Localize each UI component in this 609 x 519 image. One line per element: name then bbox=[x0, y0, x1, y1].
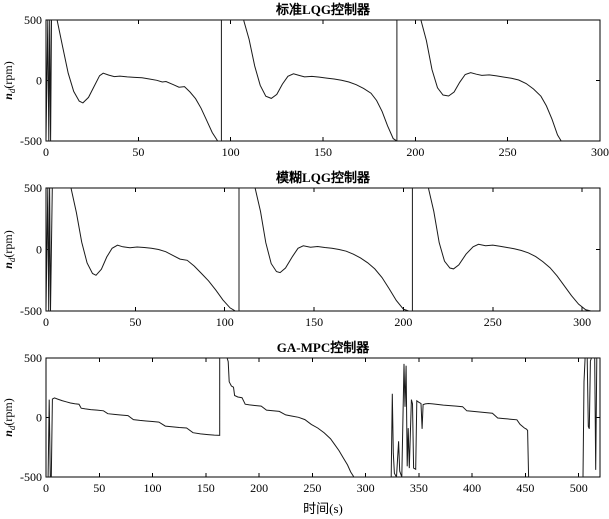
chart-title: 标准LQG控制器 bbox=[275, 2, 371, 17]
x-tick-label: 200 bbox=[394, 315, 412, 329]
y-tick-label: 500 bbox=[24, 351, 42, 365]
y-axis-label: nd(rpm) bbox=[1, 61, 17, 100]
chart-title: GA-MPC控制器 bbox=[277, 340, 370, 355]
x-tick-label: 100 bbox=[216, 315, 234, 329]
x-tick-label: 50 bbox=[132, 145, 144, 159]
y-tick-label: -500 bbox=[20, 470, 42, 484]
x-tick-label: 100 bbox=[144, 481, 162, 495]
y-axis-label: nd(rpm) bbox=[1, 230, 17, 269]
y-tick-label: 0 bbox=[36, 411, 42, 425]
chart-fuzzy-lqg-svg: 0 50 100 150 200 250 300-5000500模糊LQG控制器nd(rpm… bbox=[1, 170, 601, 329]
x-tick-label: 500 bbox=[570, 481, 588, 495]
y-axis-label: nd(rpm) bbox=[1, 398, 17, 437]
x-tick-label: 450 bbox=[516, 481, 534, 495]
x-tick-label: 150 bbox=[314, 145, 332, 159]
x-tick-label: 100 bbox=[222, 145, 240, 159]
x-tick-label: 200 bbox=[250, 481, 268, 495]
x-tick-label: 300 bbox=[591, 145, 609, 159]
series-line bbox=[46, 358, 600, 477]
x-axis-label: 时间(s) bbox=[303, 501, 343, 516]
y-tick-label: -500 bbox=[20, 134, 42, 148]
x-tick-label: 400 bbox=[463, 481, 481, 495]
chart-fuzzy-lqg: 0 50 100 150 200 250 300 -500 0 500 模糊LQG控制器 nd(rpm… bbox=[0, 168, 609, 338]
x-tick-label: 250 bbox=[499, 145, 517, 159]
x-tick-label: 0 bbox=[43, 315, 49, 329]
x-tick-label: 300 bbox=[357, 481, 375, 495]
x-tick-label: 50 bbox=[129, 315, 141, 329]
chart-standard-lqg-svg: 0 50 100 150 200 250 300-5000500标准LQG控制器nd(rpm… bbox=[1, 2, 609, 159]
series-line bbox=[46, 188, 592, 311]
x-tick-label: 0 bbox=[43, 481, 49, 495]
y-tick-label: 0 bbox=[36, 74, 42, 88]
x-tick-label: 350 bbox=[410, 481, 428, 495]
chart-title: 模糊LQG控制器 bbox=[276, 170, 371, 185]
x-tick-label: 250 bbox=[303, 481, 321, 495]
y-tick-label: -500 bbox=[20, 304, 42, 318]
series-line bbox=[46, 20, 562, 141]
plot-box bbox=[45, 357, 601, 478]
x-tick-label: 300 bbox=[573, 315, 591, 329]
y-tick-label: 500 bbox=[24, 13, 42, 27]
chart-ga-mpc: 0 50 100 150 200 250 300 350 400 450 500 -500 0 500 GA… bbox=[0, 338, 609, 519]
plot-box bbox=[45, 19, 601, 142]
y-tick-label: 500 bbox=[24, 181, 42, 195]
chart-ga-mpc-svg: 0 50 100 150 200 250 300 350 400 450 500-5000500GA… bbox=[1, 340, 601, 516]
x-tick-label: 150 bbox=[197, 481, 215, 495]
x-tick-label: 0 bbox=[43, 145, 49, 159]
x-tick-label: 250 bbox=[484, 315, 502, 329]
x-tick-label: 50 bbox=[93, 481, 105, 495]
y-tick-label: 0 bbox=[36, 243, 42, 257]
chart-standard-lqg: 0 50 100 150 200 250 300 -500 0 500 标准LQG控制器 nd(rpm… bbox=[0, 0, 609, 168]
x-tick-label: 150 bbox=[305, 315, 323, 329]
x-tick-label: 200 bbox=[406, 145, 424, 159]
